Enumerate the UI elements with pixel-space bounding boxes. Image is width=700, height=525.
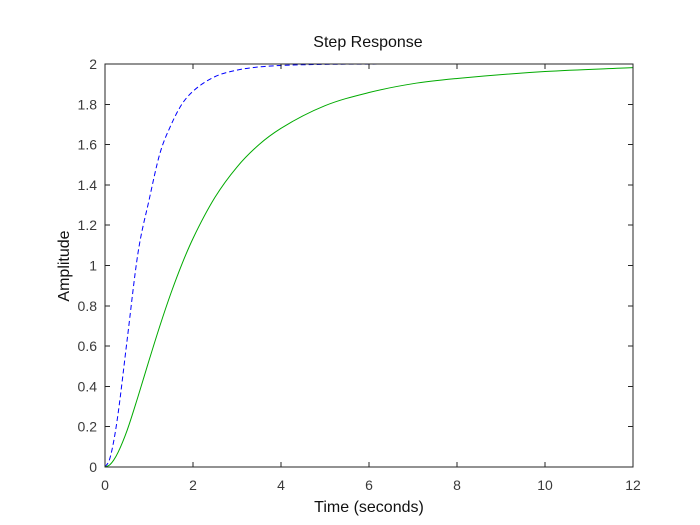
x-tick-label: 8 [453, 477, 461, 493]
x-tick-label: 2 [189, 477, 197, 493]
x-tick-label: 10 [537, 477, 553, 493]
y-tick-label: 1.8 [78, 96, 98, 112]
y-tick-label: 0 [89, 459, 97, 475]
axes-layer: 0 2 4 6 8 10 12 0 0.2 0.4 0.6 0.8 1 1.2 1.4 1.6 1.8 2 [78, 56, 641, 493]
y-tick-label: 1 [89, 258, 97, 274]
y-tick-label: 1.6 [78, 137, 98, 153]
y-tick-label: 0.2 [78, 419, 98, 435]
y-tick-label: 1.4 [78, 177, 98, 193]
series-line-2 [104, 67, 634, 468]
y-tick-label: 0.8 [78, 298, 98, 314]
y-tick-label: 2 [89, 56, 97, 72]
x-tick-label: 0 [101, 477, 109, 493]
y-tick-label: 1.2 [78, 217, 98, 233]
y-tick-label: 0.4 [78, 378, 98, 394]
x-tick-label: 4 [277, 477, 285, 493]
x-tick-label: 12 [625, 477, 641, 493]
series-layer [104, 63, 634, 468]
chart-title: Step Response [313, 34, 423, 51]
x-tick-label: 6 [365, 477, 373, 493]
series-line-1 [104, 63, 633, 468]
y-axis-label: Amplitude [56, 230, 73, 301]
y-tick-label: 0.6 [78, 338, 98, 354]
x-axis-label: Time (seconds) [314, 499, 424, 516]
axes-box [104, 63, 634, 468]
